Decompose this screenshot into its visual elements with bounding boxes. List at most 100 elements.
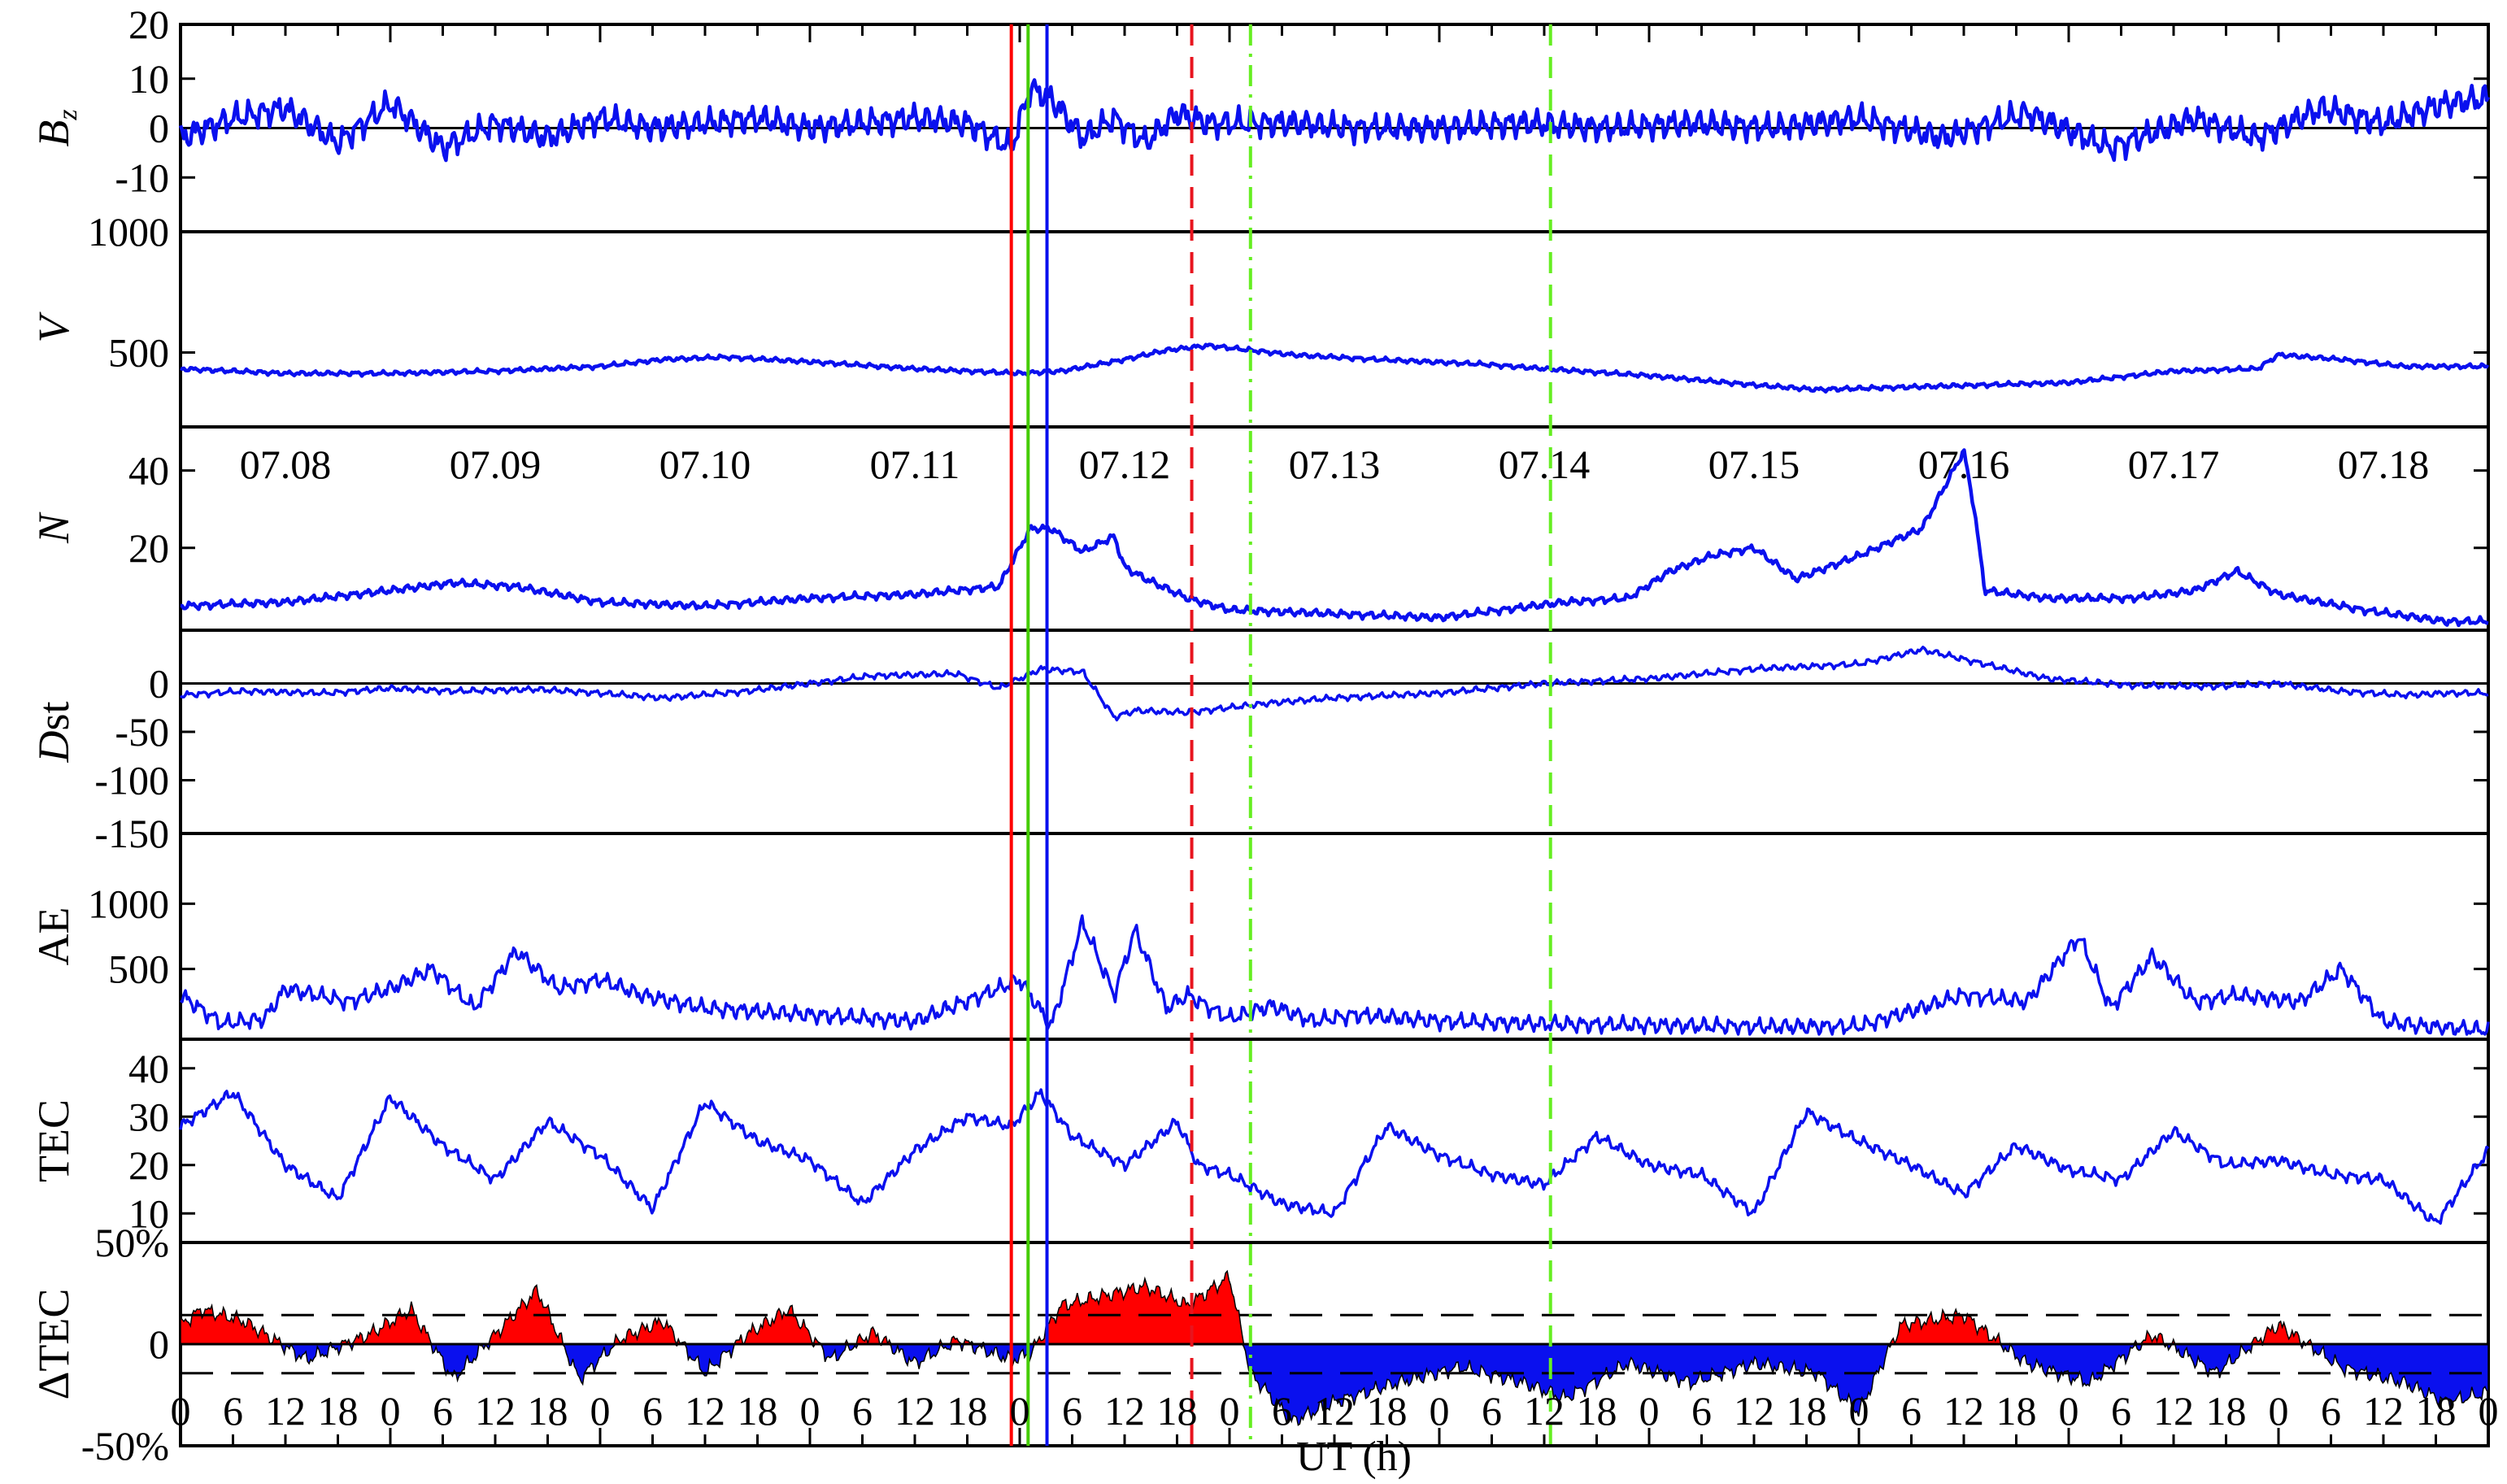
date-label: 07.10 bbox=[659, 442, 751, 487]
y-tick-label: -50 bbox=[115, 709, 169, 755]
series-line bbox=[179, 914, 2490, 1036]
x-tick-label: 12 bbox=[1524, 1388, 1565, 1434]
y-tick-label: 40 bbox=[128, 448, 169, 494]
y-tick-label: 0 bbox=[149, 661, 169, 707]
x-tick-label: 18 bbox=[1577, 1388, 1617, 1434]
x-tick-label: 12 bbox=[2363, 1388, 2404, 1434]
y-tick-label: 0 bbox=[149, 106, 169, 151]
y-axis-label: Bz bbox=[29, 109, 83, 146]
x-tick-label: 18 bbox=[1157, 1388, 1198, 1434]
y-tick-label: 10 bbox=[128, 56, 169, 102]
y-tick-label: 30 bbox=[128, 1094, 169, 1139]
date-label: 07.13 bbox=[1289, 442, 1381, 487]
x-tick-label: 0 bbox=[1220, 1388, 1240, 1434]
x-tick-label: 18 bbox=[528, 1388, 568, 1434]
x-tick-label: 6 bbox=[2111, 1388, 2131, 1434]
x-tick-label: 0 bbox=[1010, 1388, 1030, 1434]
y-tick-label: 20 bbox=[128, 2, 169, 47]
date-labels: 07.08 07.09 07.10 07.11 07.12 07.13 07.14 07.15… bbox=[240, 442, 2430, 487]
panel-frame bbox=[179, 832, 2490, 1041]
series-line bbox=[179, 646, 2489, 722]
x-tick-label: 12 bbox=[2153, 1388, 2194, 1434]
x-tick-label: 18 bbox=[2416, 1388, 2457, 1434]
panel-bz: 20 100-10 Bz bbox=[29, 2, 2491, 233]
y-tick-label: 1000 bbox=[88, 881, 169, 926]
x-tick-label: 12 bbox=[685, 1388, 725, 1434]
x-tick-label: 12 bbox=[1943, 1388, 1984, 1434]
panel-v: 1000 500 V bbox=[29, 209, 2490, 429]
x-tick-label: 6 bbox=[433, 1388, 453, 1434]
x-tick-label: 12 bbox=[894, 1388, 935, 1434]
x-tick-label: 0 bbox=[1849, 1388, 1869, 1434]
date-label: 07.18 bbox=[2338, 442, 2430, 487]
x-tick-label: 6 bbox=[1901, 1388, 1922, 1434]
date-label: 07.08 bbox=[240, 442, 332, 487]
x-tick-label: 0 bbox=[2059, 1388, 2079, 1434]
x-tick-label: 12 bbox=[265, 1388, 306, 1434]
y-tick-label: 20 bbox=[128, 525, 169, 571]
x-tick-label: 6 bbox=[642, 1388, 663, 1434]
x-tick-label: 0 bbox=[800, 1388, 820, 1434]
y-axis-label: Dst bbox=[29, 701, 78, 763]
y-tick-label: 10 bbox=[128, 1190, 169, 1236]
y-axis-label: N bbox=[29, 511, 78, 544]
x-tick-label: 0 bbox=[171, 1388, 191, 1434]
x-tick-label: 0 bbox=[2479, 1388, 2499, 1434]
y-tick-label: 40 bbox=[128, 1046, 169, 1091]
x-tick-label: 18 bbox=[2206, 1388, 2247, 1434]
x-tick-label: 0 bbox=[381, 1388, 401, 1434]
date-label: 07.16 bbox=[1918, 442, 2010, 487]
y-axis-label: ΔTEC bbox=[29, 1289, 78, 1400]
chart-panels: 20100-10Bz1000500V4020N0-50-100-150Dst10… bbox=[29, 2, 2491, 1469]
y-tick-label: -150 bbox=[94, 811, 169, 856]
x-axis: 0 6 12 18 0 6 12 18 0 6 12 18 0 6 12 18 0 6 12 18 0 6 12 18 0 6 12… bbox=[171, 24, 2499, 1446]
panel-frame bbox=[179, 230, 2490, 429]
date-label: 07.17 bbox=[2128, 442, 2220, 487]
date-label: 07.14 bbox=[1499, 442, 1591, 487]
y-axis-label: AE bbox=[29, 907, 78, 966]
x-tick-label: 6 bbox=[1272, 1388, 1292, 1434]
x-tick-label: 6 bbox=[223, 1388, 243, 1434]
x-tick-label: 18 bbox=[1996, 1388, 2037, 1434]
x-tick-label: 18 bbox=[738, 1388, 778, 1434]
x-tick-label: 18 bbox=[1367, 1388, 1408, 1434]
date-label: 07.11 bbox=[870, 442, 960, 487]
y-tick-label: 500 bbox=[108, 330, 169, 376]
y-tick-label: 1000 bbox=[88, 209, 169, 255]
x-tick-label: 0 bbox=[2269, 1388, 2289, 1434]
x-tick-label: 18 bbox=[1787, 1388, 1827, 1434]
x-tick-label: 6 bbox=[2321, 1388, 2341, 1434]
panel-frame bbox=[179, 629, 2490, 835]
x-tick-label: 12 bbox=[1104, 1388, 1145, 1434]
x-tick-label: 6 bbox=[1062, 1388, 1082, 1434]
x-axis-label: UT (h) bbox=[1296, 1434, 1412, 1480]
positive-area bbox=[180, 1269, 2488, 1347]
date-label: 07.15 bbox=[1708, 442, 1800, 487]
y-tick-label: -100 bbox=[94, 758, 169, 803]
x-tick-label: 6 bbox=[1691, 1388, 1712, 1434]
panel-n: 40 20 N bbox=[29, 425, 2490, 632]
panel-ae: 1000 500 AE bbox=[29, 832, 2490, 1041]
series-line bbox=[180, 448, 2489, 628]
x-tick-label: 12 bbox=[1734, 1388, 1774, 1434]
x-tick-label: 18 bbox=[947, 1388, 988, 1434]
y-tick-label: 0 bbox=[149, 1321, 169, 1367]
x-tick-label: 0 bbox=[1639, 1388, 1660, 1434]
y-tick-label: -10 bbox=[115, 154, 169, 200]
x-tick-label: 0 bbox=[1430, 1388, 1450, 1434]
x-tick-label: 0 bbox=[590, 1388, 611, 1434]
y-axis-label: TEC bbox=[29, 1099, 78, 1182]
event-lines bbox=[1009, 24, 1552, 1446]
x-tick-label: 6 bbox=[1482, 1388, 1502, 1434]
series-line bbox=[179, 1088, 2490, 1225]
y-axis-label: V bbox=[29, 311, 78, 343]
y-tick-label: -50% bbox=[81, 1423, 169, 1469]
y-tick-label: 50% bbox=[94, 1220, 169, 1265]
y-tick-label: 20 bbox=[128, 1142, 169, 1188]
negative-area bbox=[181, 1342, 2489, 1426]
series-line bbox=[178, 78, 2491, 163]
series-line bbox=[180, 342, 2490, 394]
y-tick-label: 500 bbox=[108, 947, 169, 992]
